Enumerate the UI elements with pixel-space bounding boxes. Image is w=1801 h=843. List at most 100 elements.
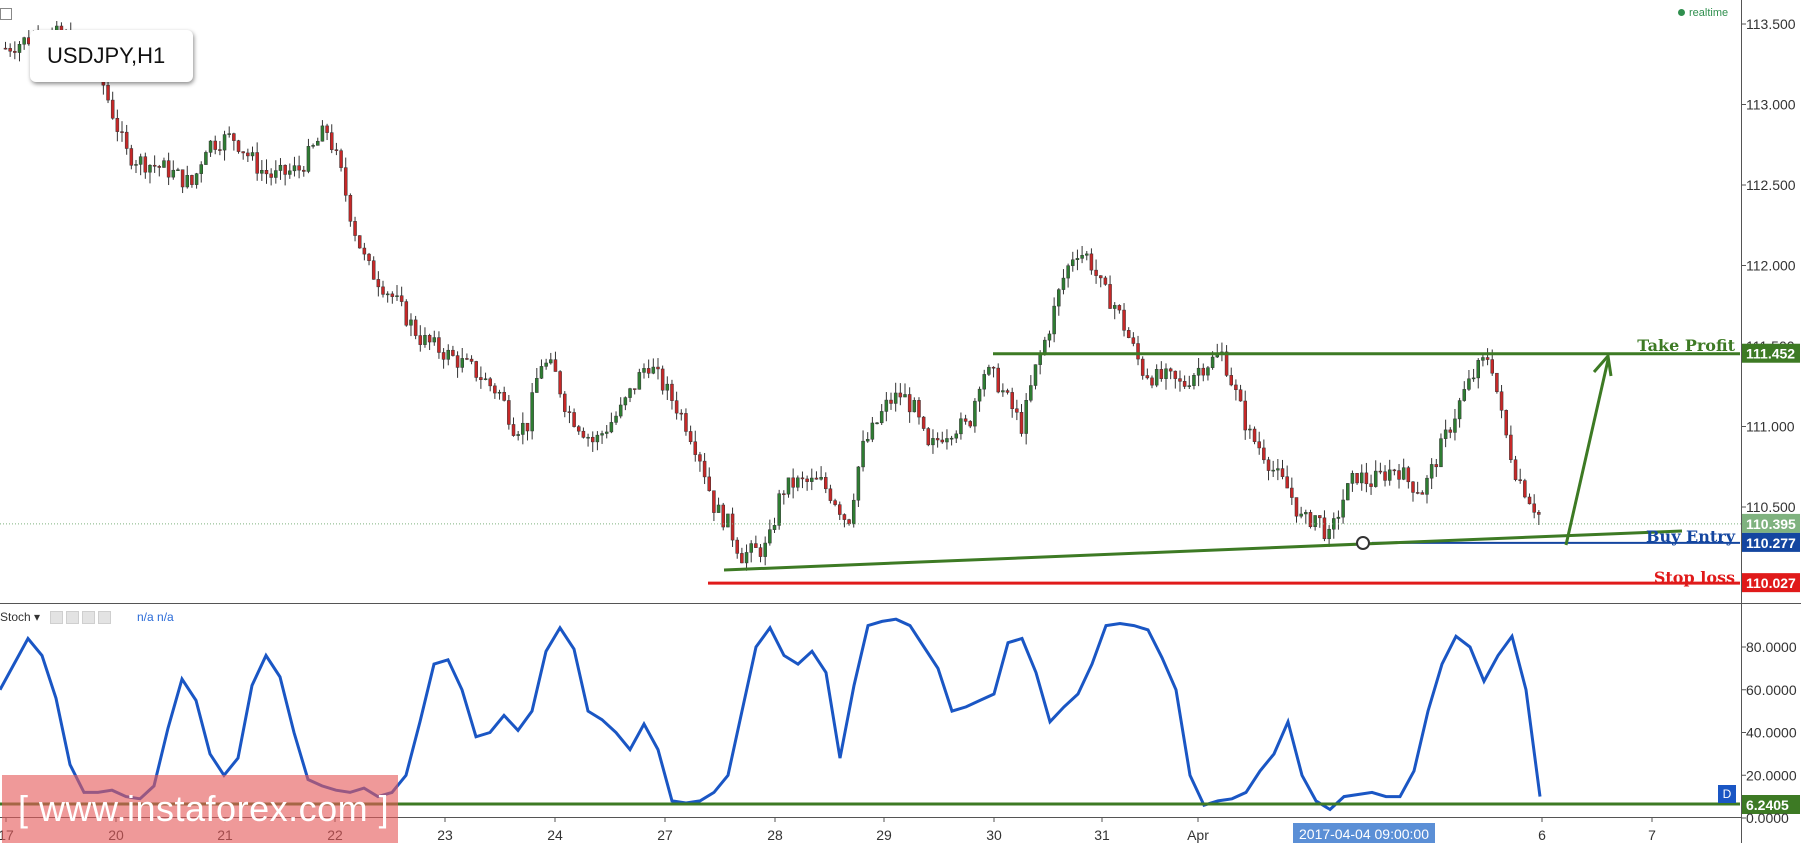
candle-body <box>348 195 353 222</box>
candle-body <box>1005 390 1010 393</box>
candle-body <box>1527 496 1532 505</box>
candle-body <box>297 165 301 171</box>
stoch-indicator-label[interactable]: Stoch ▾ <box>0 610 40 624</box>
candle-body <box>926 428 931 446</box>
watermark: [ www.instaforex.com ] <box>2 775 398 843</box>
candle-body <box>1136 343 1140 360</box>
buy-entry-label: Buy Entry <box>1646 527 1736 546</box>
candle-body <box>931 438 935 446</box>
candle-body <box>586 436 590 439</box>
take-profit-label: Take Profit <box>1637 336 1735 355</box>
chevron-down-icon[interactable]: ▾ <box>34 610 41 624</box>
menu-icon[interactable] <box>0 8 12 20</box>
candle-body <box>1336 516 1341 519</box>
trade-annotations: Take Profit Buy Entry Stop loss 111.452 110.… <box>0 336 1800 593</box>
candle-body <box>791 477 795 488</box>
candle-body <box>740 553 744 564</box>
candle-body <box>1462 389 1467 401</box>
candle-body <box>157 166 162 168</box>
candle-body <box>1387 469 1392 481</box>
candle-body <box>465 358 469 360</box>
candle-body <box>1495 372 1499 392</box>
candle-body <box>893 392 898 404</box>
candle-body <box>320 125 325 142</box>
candle-body <box>1322 517 1327 540</box>
stoch-value-tag-box <box>1742 795 1800 814</box>
candle-body <box>1252 428 1257 442</box>
plus-icon[interactable] <box>82 611 95 624</box>
candle-body <box>786 477 791 495</box>
candle-body <box>283 164 287 175</box>
candle-body <box>824 477 828 490</box>
candle-body <box>530 392 534 432</box>
time-tick-label: 7 <box>1648 827 1656 843</box>
candle-body <box>1201 367 1206 376</box>
candle-body <box>1140 358 1145 376</box>
candle-body <box>483 378 488 380</box>
candle-body <box>535 378 539 393</box>
candle-body <box>940 439 945 443</box>
time-tick-label: 23 <box>437 827 453 843</box>
candle-body <box>1126 330 1131 338</box>
candle-body <box>1318 515 1322 519</box>
candle-body <box>945 438 949 443</box>
candle-body <box>1355 473 1359 484</box>
candle-body <box>1429 464 1434 479</box>
candle-body <box>959 418 963 435</box>
stop-loss-label: Stop loss <box>1654 568 1735 587</box>
candle-body <box>851 499 856 525</box>
candle-body <box>623 397 628 406</box>
gear-icon[interactable] <box>66 611 79 624</box>
stoch-value-tag-label: 6.2405 <box>1746 797 1789 813</box>
candle-body <box>609 422 614 433</box>
time-tick-label: 28 <box>767 827 783 843</box>
candle-body <box>875 422 879 425</box>
candle-body <box>1159 369 1164 379</box>
candle-body <box>1182 381 1187 387</box>
candle-body <box>106 84 110 101</box>
candle-body <box>152 164 157 167</box>
candle-body <box>413 319 418 336</box>
candle-body <box>1346 483 1350 501</box>
candle-body <box>549 359 553 364</box>
eye-icon[interactable] <box>50 611 63 624</box>
stoch-tick-label: 40.0000 <box>1746 725 1797 741</box>
candle-body <box>726 513 730 528</box>
candle-body <box>707 476 712 491</box>
candle-body <box>441 352 446 360</box>
candle-body <box>353 221 357 236</box>
stoch-tick-label: 60.0000 <box>1746 682 1797 698</box>
candle-body <box>3 47 8 50</box>
candle-body <box>1499 391 1504 411</box>
price-tag-box <box>1742 513 1800 533</box>
candle-body <box>1024 400 1028 434</box>
time-tick-label: 24 <box>547 827 563 843</box>
candle-body <box>1103 277 1108 285</box>
candle-body <box>343 167 348 196</box>
candle-body <box>819 477 823 480</box>
candle-body <box>306 146 311 172</box>
candle-body <box>1210 356 1215 368</box>
candle-body <box>1457 400 1462 420</box>
d-badge[interactable]: D <box>1718 785 1736 803</box>
candle-body <box>1117 305 1122 311</box>
symbol-label: USDJPY,H1 <box>30 30 193 82</box>
candle-body <box>110 99 115 119</box>
candle-body <box>474 361 478 378</box>
candle-body <box>1523 480 1527 498</box>
candle-body <box>837 504 842 515</box>
candle-body <box>250 152 255 157</box>
candle-body <box>469 358 474 362</box>
close-icon[interactable] <box>98 611 111 624</box>
candle-body <box>232 133 236 141</box>
candle-body <box>138 156 143 165</box>
candle-body <box>614 415 618 423</box>
candle-body <box>800 477 805 480</box>
candle-body <box>190 175 194 185</box>
entry-circle-marker <box>1356 536 1370 550</box>
candle-body <box>632 388 637 390</box>
candle-body <box>1080 255 1084 259</box>
candle-body <box>17 44 22 53</box>
candle-body <box>577 426 581 432</box>
price-tag-label: 110.277 <box>1746 535 1796 551</box>
